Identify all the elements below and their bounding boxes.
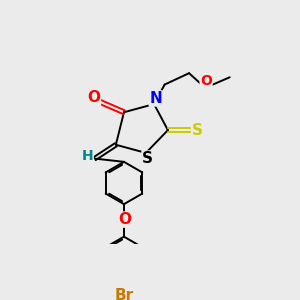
Text: Br: Br — [114, 288, 134, 300]
Text: O: O — [87, 90, 101, 105]
Text: O: O — [118, 212, 131, 227]
Text: H: H — [82, 149, 93, 163]
Text: O: O — [200, 74, 212, 88]
Text: N: N — [149, 91, 162, 106]
Text: S: S — [142, 151, 153, 166]
Text: S: S — [192, 123, 203, 138]
